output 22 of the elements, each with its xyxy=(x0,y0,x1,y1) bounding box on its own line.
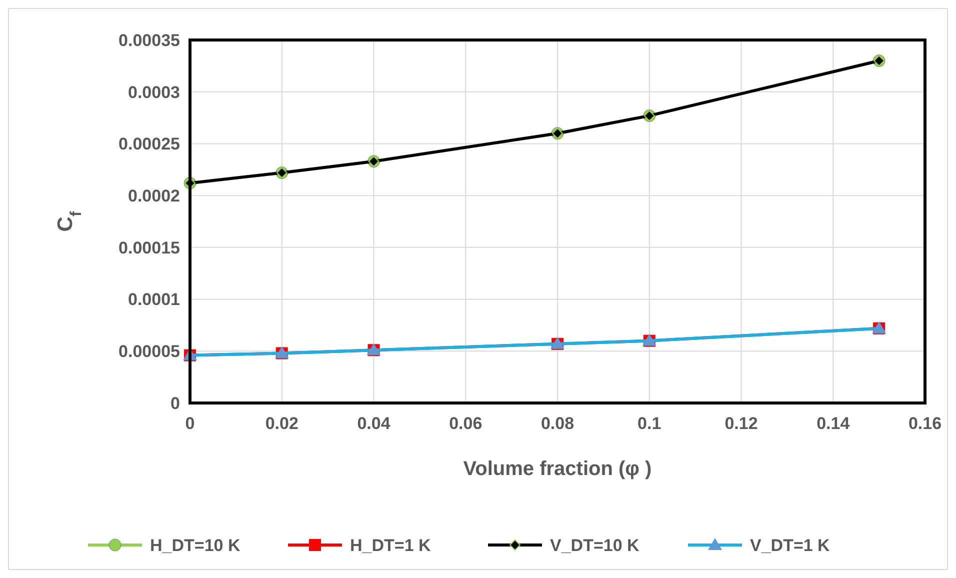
y-tick-label: 0.00025 xyxy=(118,134,180,154)
x-tick-label: 0.06 xyxy=(449,414,482,433)
x-tick-label: 0.12 xyxy=(724,414,758,433)
x-tick-label: 0.02 xyxy=(265,414,298,433)
y-tick-label: 0.00035 xyxy=(118,30,180,50)
y-tick-label: 0.0002 xyxy=(128,186,180,206)
x-tick-label: 0.08 xyxy=(540,414,574,433)
y-tick-label: 0 xyxy=(170,394,180,413)
y-tick-label: 0.00005 xyxy=(118,342,180,362)
legend-label: H_DT=1 K xyxy=(350,536,432,555)
x-tick-label: 0.16 xyxy=(908,414,942,433)
legend-label: V_DT=1 K xyxy=(750,536,831,555)
legend-label: V_DT=10 K xyxy=(550,536,640,555)
x-tick-label: 0 xyxy=(185,414,195,433)
legend-label: H_DT=10 K xyxy=(150,536,241,555)
x-tick-label: 0.04 xyxy=(357,414,391,433)
x-tick-label: 0.14 xyxy=(816,414,850,433)
x-tick-label: 0.1 xyxy=(638,414,662,433)
x-axis-title: Volume fraction (φ ) xyxy=(463,458,652,480)
y-tick-label: 0.0003 xyxy=(128,82,180,102)
y-tick-label: 0.00015 xyxy=(118,238,180,258)
y-tick-label: 0.0001 xyxy=(128,290,180,310)
